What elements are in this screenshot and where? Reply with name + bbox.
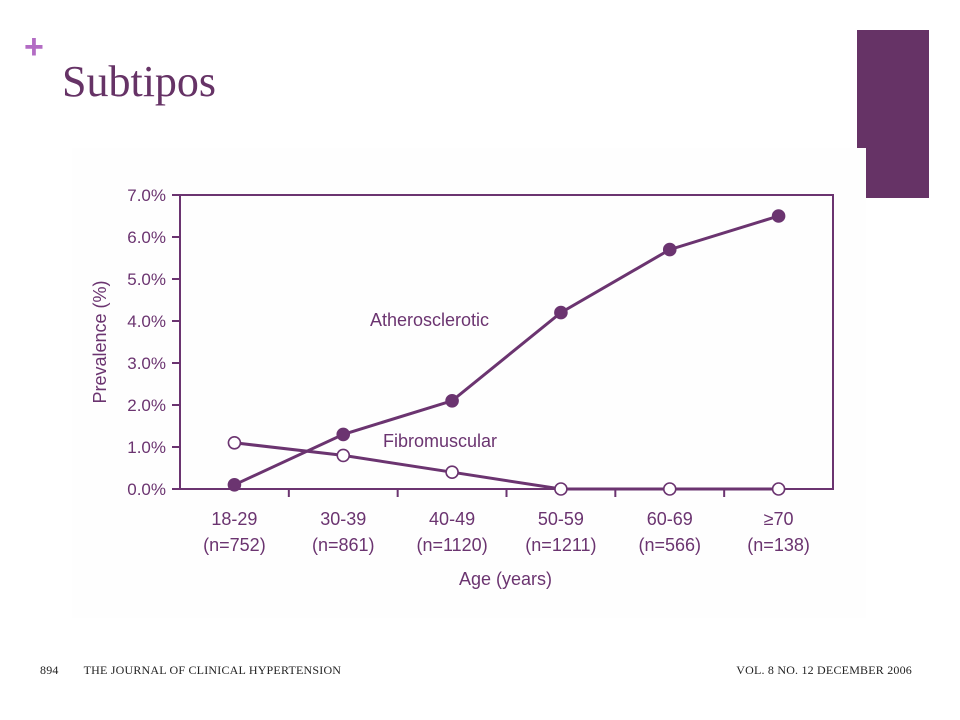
x-tick-sublabel: (n=752): [203, 535, 266, 555]
data-point-atherosclerotic: [554, 305, 568, 320]
data-point-fibromuscular: [445, 465, 459, 480]
data-point-atherosclerotic: [227, 477, 242, 492]
data-point-fibromuscular: [662, 482, 677, 496]
y-tick-label: 3.0%: [127, 354, 166, 373]
plus-mark: +: [24, 28, 44, 66]
x-tick-label: 18-29: [211, 509, 257, 529]
data-point-fibromuscular: [554, 482, 568, 496]
series-label-atherosclerotic: Atherosclerotic: [370, 310, 489, 330]
x-tick-sublabel: (n=861): [312, 535, 375, 555]
y-tick-label: 5.0%: [127, 270, 166, 289]
data-point-fibromuscular: [227, 435, 242, 450]
y-tick-label: 2.0%: [127, 396, 166, 415]
x-tick-sublabel: (n=1211): [525, 535, 596, 555]
x-tick-label: 30-39: [320, 509, 366, 529]
x-tick-sublabel: (n=138): [747, 535, 810, 555]
y-tick-label: 7.0%: [127, 186, 166, 205]
x-tick-label: 60-69: [647, 509, 693, 529]
y-tick-label: 0.0%: [127, 480, 166, 499]
data-point-atherosclerotic: [771, 209, 786, 223]
footer-citation: 894 THE JOURNAL OF CLINICAL HYPERTENSION: [40, 663, 341, 678]
y-tick-label: 4.0%: [127, 312, 166, 331]
y-tick-label: 6.0%: [127, 228, 166, 247]
series-label-fibromuscular: Fibromuscular: [383, 431, 497, 451]
data-point-atherosclerotic: [336, 427, 351, 442]
accent-bar-upper: [857, 30, 929, 148]
data-point-atherosclerotic: [445, 394, 459, 408]
footer-issue: VOL. 8 NO. 12 DECEMBER 2006: [736, 663, 912, 677]
y-tick-label: 1.0%: [127, 438, 166, 457]
data-point-fibromuscular: [771, 482, 786, 496]
footer-page-number: 894: [40, 663, 59, 677]
chart-image: 0.0% 1.0% 2.0% 3.0% 4.0% 5.0% 6.0% 7.0% 18-29 (n=…: [72, 148, 866, 618]
x-tick-label: 40-49: [429, 509, 475, 529]
footer-journal: THE JOURNAL OF CLINICAL HYPERTENSION: [83, 663, 342, 677]
plot-frame: [179, 194, 834, 490]
x-tick-label: 50-59: [538, 509, 584, 529]
data-point-fibromuscular: [336, 448, 351, 463]
series-line-atherosclerotic: [233, 214, 780, 487]
x-tick-label: ≥70: [764, 509, 794, 529]
data-point-atherosclerotic: [662, 242, 677, 257]
x-tick-sublabel: (n=566): [638, 535, 701, 555]
x-axis-title: Age (years): [459, 569, 552, 589]
series-line-fibromuscular: [234, 441, 779, 491]
y-axis-title: Prevalence (%): [90, 280, 110, 403]
x-tick-sublabel: (n=1120): [416, 535, 487, 555]
prevalence-chart: 0.0% 1.0% 2.0% 3.0% 4.0% 5.0% 6.0% 7.0% 18-29 (n=…: [90, 186, 834, 589]
accent-bar-lower: [866, 148, 929, 198]
slide-title: Subtipos: [62, 57, 217, 106]
